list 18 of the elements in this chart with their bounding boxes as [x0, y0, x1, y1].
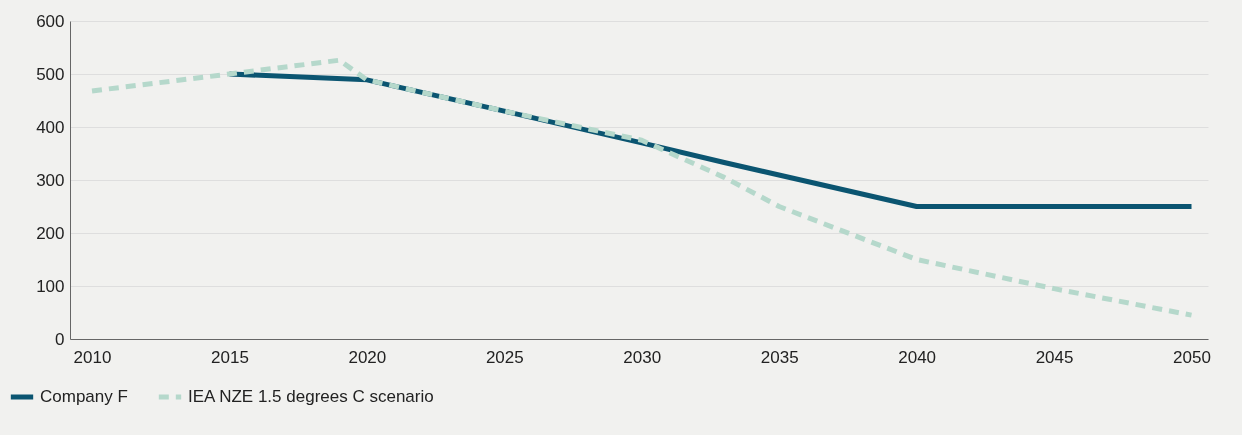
y-tick-label: 200 [36, 223, 65, 243]
y-tick-label: 300 [36, 170, 65, 190]
x-tick-label: 2025 [485, 347, 524, 367]
x-tick-label: 2020 [348, 347, 387, 367]
x-tick-label: 2015 [211, 347, 249, 367]
y-tick-label: 0 [55, 329, 65, 349]
x-tick-label: 2030 [623, 347, 662, 367]
y-tick-label: 500 [36, 64, 65, 84]
y-tick-label: 100 [36, 276, 65, 296]
x-tick-label: 2050 [1173, 347, 1211, 367]
x-tick-label: 2010 [73, 347, 112, 367]
legend-label: IEA NZE 1.5 degrees C scenario [188, 387, 434, 406]
y-tick-label: 400 [36, 117, 65, 137]
x-tick-label: 2040 [898, 347, 937, 367]
x-tick-label: 2035 [760, 347, 799, 367]
x-tick-label: 2045 [1035, 347, 1074, 367]
legend-label: Company F [40, 387, 128, 406]
y-tick-label: 600 [36, 11, 65, 31]
